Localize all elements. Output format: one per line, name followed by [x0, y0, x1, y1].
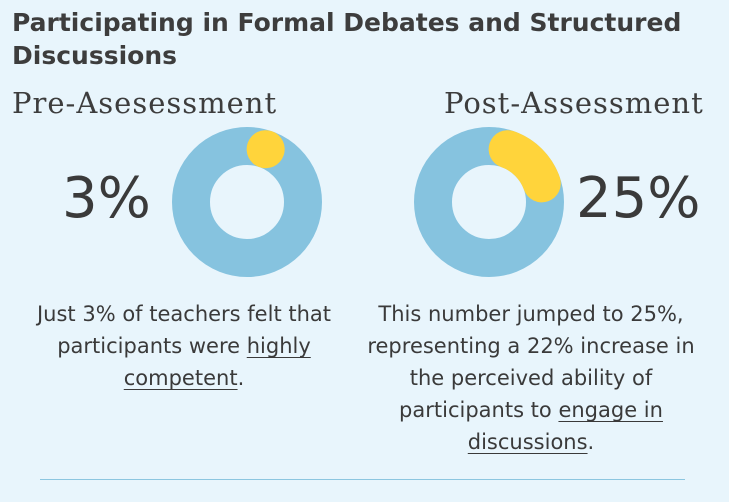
pre-assessment-donut-chart — [172, 127, 322, 277]
description-text: This number jumped to 25%, representing … — [367, 302, 695, 422]
description-emphasis: engage in discussions — [467, 398, 663, 454]
page-title: Participating in Formal Debates and Stru… — [12, 8, 682, 70]
pre-assessment-percent: 3% — [62, 166, 151, 231]
pre-assessment-label: Pre-Asesessment — [12, 86, 278, 120]
donut-ring — [172, 127, 322, 277]
bottom-divider — [40, 479, 685, 480]
description-text: Just 3% of teachers felt that participan… — [36, 302, 331, 358]
description-emphasis: highly competent — [123, 334, 311, 390]
post-assessment-donut-chart — [414, 127, 564, 277]
post-assessment-description: This number jumped to 25%, representing … — [366, 298, 696, 458]
post-assessment-label: Post-Assessment — [444, 86, 704, 120]
donut-highlight-slice — [488, 130, 561, 203]
description-end: . — [237, 366, 245, 390]
description-end: . — [587, 430, 595, 454]
post-assessment-percent: 25% — [576, 166, 701, 231]
pre-assessment-description: Just 3% of teachers felt that participan… — [24, 298, 344, 394]
